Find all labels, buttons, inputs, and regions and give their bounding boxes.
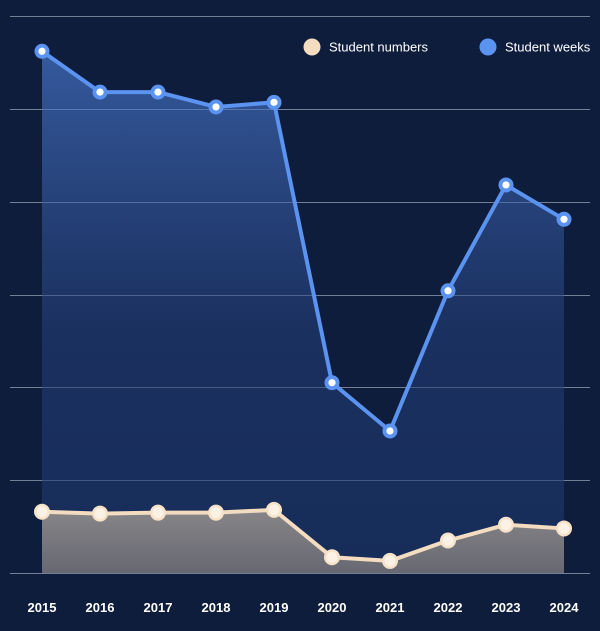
x-tick-label-2018: 2018 bbox=[202, 600, 231, 615]
student-weeks-point-2016 bbox=[92, 84, 108, 100]
student-numbers-point-2024 bbox=[556, 520, 572, 537]
x-tick-label-2015: 2015 bbox=[28, 600, 57, 615]
student-numbers-point-2022 bbox=[440, 532, 456, 549]
legend-swatch-student-numbers bbox=[303, 38, 321, 56]
x-tick-label-2020: 2020 bbox=[318, 600, 347, 615]
student-numbers-point-2020 bbox=[324, 549, 340, 566]
legend-item-student-weeks: Student weeks bbox=[479, 38, 591, 56]
student-weeks-point-2023 bbox=[498, 177, 514, 193]
student-weeks-point-2015 bbox=[34, 43, 50, 59]
student-numbers-line bbox=[40, 507, 566, 563]
x-tick-label-2024: 2024 bbox=[550, 600, 580, 615]
line-layer bbox=[40, 49, 566, 563]
student-numbers-point-2023 bbox=[498, 516, 514, 533]
student-weeks-point-2022 bbox=[440, 283, 456, 299]
x-tick-label-2022: 2022 bbox=[434, 600, 463, 615]
student-weeks-point-2020 bbox=[324, 375, 340, 391]
x-axis-ticks: 2015 2016 2017 2018 2019 2020 2021 2022 2023 2024 bbox=[28, 600, 580, 615]
x-tick-label-2019: 2019 bbox=[260, 600, 289, 615]
legend-label-student-numbers: Student numbers bbox=[329, 40, 429, 55]
x-tick-label-2016: 2016 bbox=[86, 600, 115, 615]
student-numbers-point-2017 bbox=[150, 504, 166, 521]
x-tick-label-2023: 2023 bbox=[492, 600, 521, 615]
student-numbers-point-2021 bbox=[382, 552, 398, 569]
student-weeks-point-2021 bbox=[382, 423, 398, 439]
legend-label-student-weeks: Student weeks bbox=[505, 40, 591, 55]
student-weeks-area bbox=[42, 51, 564, 573]
x-tick-label-2017: 2017 bbox=[144, 600, 173, 615]
x-tick-label-2021: 2021 bbox=[376, 600, 405, 615]
legend-item-student-numbers: Student numbers bbox=[303, 38, 429, 56]
student-weeks-line bbox=[40, 49, 566, 433]
legend-swatch-student-weeks bbox=[479, 38, 497, 56]
student-weeks-point-2019 bbox=[266, 94, 282, 110]
student-numbers-point-2019 bbox=[266, 501, 282, 518]
area-layer bbox=[42, 51, 564, 573]
student-numbers-point-2016 bbox=[92, 505, 108, 522]
student-numbers-point-2018 bbox=[208, 504, 224, 521]
student-numbers-point-2015 bbox=[34, 503, 50, 520]
student-weeks-point-2017 bbox=[150, 84, 166, 100]
student-numbers-area bbox=[42, 509, 564, 573]
legend: Student numbers Student weeks bbox=[303, 38, 591, 56]
student-weeks-point-2018 bbox=[208, 99, 224, 115]
point-layer bbox=[34, 43, 572, 569]
student-weeks-point-2024 bbox=[556, 211, 572, 227]
